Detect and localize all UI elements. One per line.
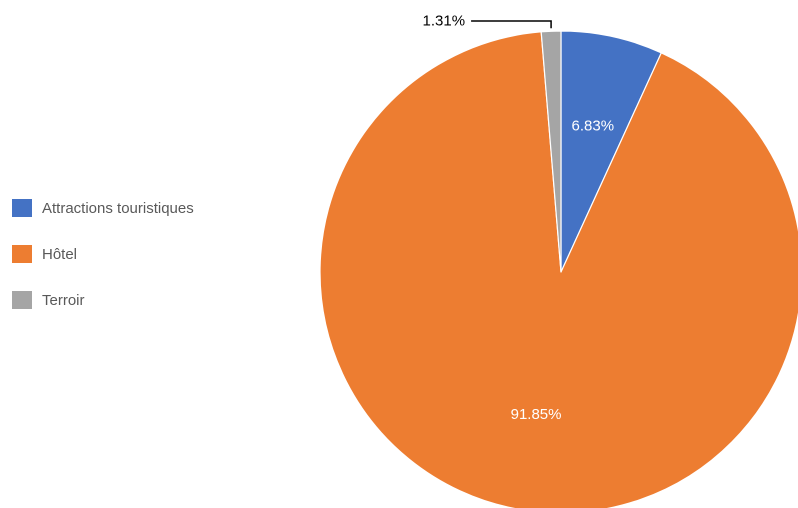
legend-swatch-attractions-touristiques (12, 199, 32, 217)
legend-label-attractions-touristiques: Attractions touristiques (42, 199, 194, 217)
data-label-hotel: 91.85% (511, 406, 562, 423)
pie-slice-terroir (540, 30, 562, 273)
leader-line-terroir (471, 20, 552, 29)
pie-slice-hotel (319, 31, 798, 508)
legend-label-hotel: Hôtel (42, 245, 78, 263)
data-label-terroir: 1.31% (423, 13, 466, 30)
legend-swatch-terroir (12, 291, 32, 309)
data-label-attractions-touristiques: 6.83% (572, 118, 615, 135)
legend-label-terroir: Terroir (42, 291, 85, 309)
legend-item-hotel: Hôtel (12, 243, 194, 265)
legend-item-terroir: Terroir (12, 289, 194, 311)
legend-swatch-hotel (12, 245, 32, 263)
legend: Attractions touristiques Hôtel Terroir (12, 197, 194, 335)
legend-item-attractions-touristiques: Attractions touristiques (12, 197, 194, 219)
